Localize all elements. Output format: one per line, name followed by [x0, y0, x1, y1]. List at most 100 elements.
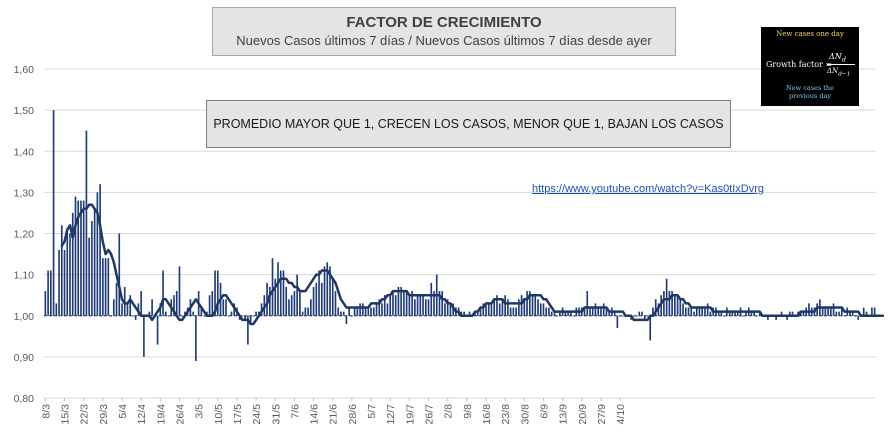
bar — [337, 307, 340, 316]
bar — [723, 315, 725, 317]
bar — [99, 184, 101, 316]
bar — [709, 311, 712, 316]
bar — [110, 315, 112, 317]
bar — [430, 282, 433, 316]
bar — [296, 274, 298, 316]
bar — [756, 315, 758, 317]
bar — [518, 299, 520, 316]
bar — [104, 258, 107, 316]
bar — [583, 307, 586, 316]
bar — [687, 307, 690, 316]
bar — [419, 295, 422, 316]
bar — [304, 307, 307, 316]
bar — [244, 315, 246, 320]
youtube-link[interactable]: https://www.youtube.com/watch?v=Kas0tIxD… — [532, 183, 765, 195]
bar — [427, 299, 430, 316]
x-tick-label: 24/5 — [251, 404, 263, 425]
bar — [195, 315, 197, 361]
bar — [509, 307, 512, 316]
bar — [482, 303, 485, 316]
bar — [143, 315, 145, 357]
bar — [173, 295, 175, 316]
bar — [121, 303, 123, 316]
bar — [550, 311, 553, 316]
bar — [827, 307, 829, 316]
bar — [463, 311, 465, 316]
bar — [553, 311, 556, 316]
bar — [802, 311, 805, 316]
bar — [266, 282, 268, 316]
bar — [241, 315, 244, 317]
bar — [767, 315, 769, 320]
bar — [446, 299, 449, 316]
bar — [93, 208, 96, 316]
bar — [728, 311, 731, 316]
bar — [564, 311, 567, 316]
bar — [342, 311, 345, 316]
bar — [616, 315, 619, 329]
x-tick-label: 26/4 — [174, 404, 186, 425]
bar — [208, 295, 211, 316]
bar — [299, 291, 301, 316]
bar — [408, 295, 411, 316]
bar — [394, 295, 397, 316]
bar — [77, 200, 80, 316]
bar — [118, 233, 121, 316]
bar — [501, 299, 504, 316]
bar — [348, 307, 350, 316]
bar — [192, 311, 194, 316]
bar — [507, 299, 509, 316]
bar — [684, 307, 687, 316]
bar — [676, 295, 679, 316]
x-tick-label: 9/8 — [462, 404, 474, 419]
bar — [449, 303, 452, 316]
bar — [608, 311, 610, 316]
bar — [479, 307, 482, 316]
bar — [247, 315, 249, 345]
bar — [331, 278, 334, 316]
bar — [674, 295, 676, 316]
bar — [526, 291, 528, 316]
x-tick-label: 8/3 — [40, 404, 52, 419]
bar — [386, 303, 389, 316]
x-tick-label: 21/6 — [328, 404, 340, 425]
x-tick-label: 31/5 — [270, 404, 282, 425]
bar — [359, 303, 361, 316]
y-tick-label: 0,80 — [14, 393, 35, 405]
bar — [485, 303, 487, 316]
bar — [591, 307, 594, 316]
formula-bottom-label-line1: New cases the — [786, 84, 834, 92]
x-tick-label: 29/3 — [98, 404, 110, 425]
x-tick-label: 6/9 — [538, 404, 550, 419]
bar — [788, 311, 791, 316]
bar — [211, 291, 214, 316]
bar — [857, 315, 860, 320]
bar — [515, 307, 517, 316]
bar — [871, 307, 873, 316]
bar — [438, 291, 441, 316]
bar — [252, 315, 255, 317]
bar — [824, 307, 827, 316]
bar — [167, 315, 170, 317]
bar — [444, 303, 446, 316]
bar — [433, 291, 435, 316]
bar — [567, 311, 569, 316]
bar — [156, 315, 159, 345]
bar — [268, 286, 271, 316]
bar — [115, 282, 118, 316]
bar — [134, 315, 137, 320]
bar — [416, 295, 419, 316]
chart-title: FACTOR DE CRECIMIENTO — [346, 14, 542, 31]
bar — [96, 192, 99, 316]
bar — [88, 237, 90, 316]
bar — [405, 291, 408, 316]
bar — [82, 200, 85, 316]
bar — [362, 303, 364, 316]
bar — [315, 282, 318, 316]
bar — [58, 249, 60, 316]
bar — [222, 299, 225, 316]
formula-denominator: ΔNd−1 — [827, 67, 851, 78]
bar — [830, 307, 832, 316]
bar — [865, 311, 868, 316]
y-tick-label: 1,10 — [14, 270, 35, 282]
